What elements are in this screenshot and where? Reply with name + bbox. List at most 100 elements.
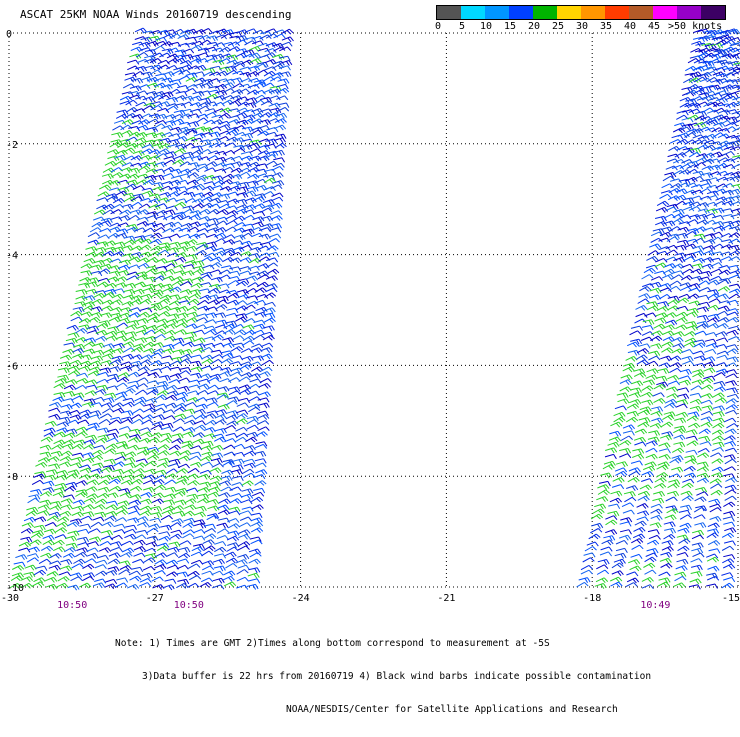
wind-barb	[278, 103, 289, 108]
wind-barb	[66, 429, 77, 434]
wind-barb	[225, 143, 237, 147]
wind-barb	[228, 387, 239, 392]
wind-barb	[724, 37, 735, 41]
wind-barb	[654, 483, 666, 488]
wind-barb	[116, 114, 128, 119]
wind-barb	[673, 343, 685, 348]
wind-barb	[689, 78, 701, 83]
wind-barb	[676, 404, 688, 408]
wind-barb	[716, 338, 728, 342]
wind-barb	[101, 258, 113, 263]
wind-barb	[147, 77, 159, 82]
wind-barb	[173, 67, 185, 72]
wind-barb	[131, 202, 143, 207]
wind-barb	[649, 244, 661, 249]
wind-barb	[209, 127, 221, 131]
wind-barb	[708, 293, 720, 298]
wind-barb	[209, 487, 221, 492]
wind-barb	[137, 174, 149, 179]
wind-barb	[105, 571, 117, 576]
wind-barb	[718, 158, 730, 162]
wind-barb	[151, 65, 163, 70]
wind-barb	[730, 140, 740, 145]
wind-barb	[253, 475, 265, 479]
wind-barb	[207, 156, 219, 160]
wind-barb	[686, 90, 698, 95]
wind-barb	[251, 540, 263, 544]
wind-barb	[718, 66, 730, 70]
wind-barb	[186, 488, 198, 492]
wind-barb	[691, 41, 703, 46]
wind-barb	[40, 492, 52, 497]
wind-barb	[128, 168, 139, 173]
wind-barb	[698, 281, 710, 286]
wind-barb	[235, 317, 247, 322]
wind-barb	[700, 72, 712, 77]
wind-barb	[233, 64, 245, 69]
wind-barb	[237, 187, 248, 192]
wind-barb	[721, 573, 733, 577]
wind-barb	[143, 235, 155, 239]
wind-barb	[667, 159, 679, 163]
wind-barb	[118, 143, 130, 148]
wind-barb	[143, 487, 155, 492]
wind-barb	[133, 344, 145, 349]
wind-barb	[255, 179, 267, 183]
wind-barb	[187, 299, 199, 304]
wind-barb	[118, 373, 130, 378]
wind-barb	[139, 204, 151, 209]
wind-barb	[67, 420, 79, 424]
wind-barb	[137, 319, 149, 324]
wind-barb	[217, 209, 229, 214]
wind-barb	[722, 201, 734, 206]
wind-barb	[87, 542, 99, 546]
wind-barb	[233, 145, 244, 150]
wind-barb	[57, 375, 68, 380]
wind-barb	[155, 553, 167, 558]
wind-barb	[139, 438, 151, 443]
wind-barb	[690, 393, 701, 398]
wind-barb	[143, 480, 155, 484]
wind-barb	[123, 475, 135, 480]
time-label: 10:50	[57, 600, 87, 611]
wind-barb	[121, 168, 133, 173]
wind-barb	[248, 391, 260, 395]
wind-barb	[704, 349, 716, 353]
wind-barb	[181, 216, 193, 220]
wind-barb	[193, 91, 205, 96]
wind-barb	[45, 421, 57, 426]
wind-barb	[694, 59, 706, 63]
wind-barb	[623, 510, 635, 514]
wind-barb	[134, 401, 146, 406]
wind-barb	[203, 72, 215, 76]
wind-barb	[91, 455, 103, 460]
wind-barb	[62, 399, 73, 404]
wind-barb	[648, 356, 660, 360]
time-label: 10:49	[640, 600, 670, 611]
wind-barb	[164, 480, 176, 485]
wind-barb	[169, 380, 181, 384]
wind-barb	[71, 311, 83, 316]
wind-barb	[40, 553, 52, 558]
wind-barb	[223, 157, 235, 161]
wind-barb	[731, 164, 740, 168]
wind-barb	[701, 385, 713, 390]
wind-barb	[258, 145, 270, 150]
wind-barb	[201, 197, 213, 202]
wind-barb	[213, 578, 225, 583]
wind-barb	[200, 149, 212, 153]
wind-barb	[224, 425, 236, 429]
wind-barb	[689, 152, 701, 157]
wind-barb	[143, 404, 154, 409]
wind-barb	[669, 368, 681, 372]
wind-barb	[75, 492, 87, 497]
wind-barb	[193, 36, 204, 41]
wind-barb	[198, 306, 210, 311]
wind-barb	[168, 464, 180, 468]
wind-barb	[193, 203, 205, 208]
wind-barb	[147, 83, 159, 88]
wind-barb	[210, 138, 222, 143]
wind-barb	[729, 257, 740, 261]
wind-barb	[27, 554, 38, 558]
wind-barb	[167, 391, 179, 396]
